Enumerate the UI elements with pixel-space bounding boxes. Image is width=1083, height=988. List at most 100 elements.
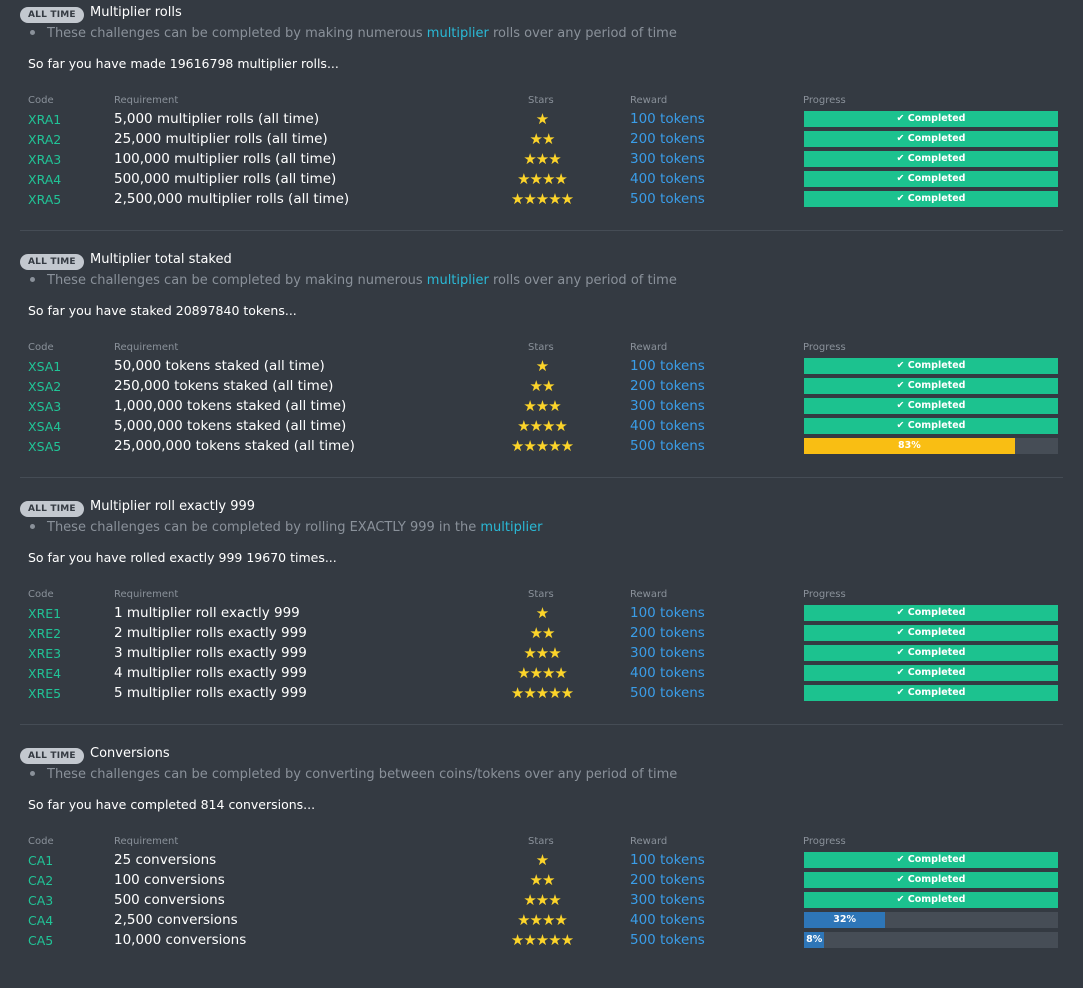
challenge-requirement: 10,000 conversions — [114, 932, 247, 948]
challenge-requirement: 500,000 multiplier rolls (all time) — [114, 171, 337, 187]
header-progress: Progress — [803, 836, 846, 847]
reward-link[interactable]: 300 tokens — [630, 398, 705, 414]
progress-bar: ✔ Completed — [804, 418, 1058, 434]
challenge-code: XSA5 — [28, 439, 62, 454]
progress-summary: So far you have made 19616798 multiplier… — [28, 56, 339, 71]
challenge-requirement: 100 conversions — [114, 872, 225, 888]
reward-link[interactable]: 200 tokens — [630, 131, 705, 147]
progress-fill — [804, 872, 1058, 888]
progress-label: ✔ Completed — [896, 193, 966, 204]
section-title: Multiplier rolls — [90, 5, 182, 20]
progress-label: ✔ Completed — [896, 360, 966, 371]
challenge-code: CA5 — [28, 933, 54, 948]
reward-link[interactable]: 500 tokens — [630, 685, 705, 701]
challenge-row: XRE2 2 multiplier rolls exactly 999 ★★ 200 … — [0, 624, 1083, 644]
challenge-section: ALL TIME Conversions These challenges can … — [0, 741, 1083, 988]
challenge-requirement: 25,000 multiplier rolls (all time) — [114, 131, 328, 147]
progress-bar: 83% — [804, 438, 1058, 454]
description-text-end: rolls over any period of time — [488, 273, 677, 288]
multiplier-link[interactable]: multiplier — [426, 273, 489, 288]
reward-link[interactable]: 100 tokens — [630, 111, 705, 127]
challenge-row: XRA5 2,500,000 multiplier rolls (all time… — [0, 190, 1083, 210]
header-progress: Progress — [803, 589, 846, 600]
progress-bar: ✔ Completed — [804, 605, 1058, 621]
reward-link[interactable]: 300 tokens — [630, 645, 705, 661]
header-reward: Reward — [630, 342, 668, 353]
section-description: These challenges can be completed by mak… — [30, 26, 677, 41]
progress-label: ✔ Completed — [896, 380, 966, 391]
reward-link[interactable]: 100 tokens — [630, 605, 705, 621]
reward-link[interactable]: 500 tokens — [630, 932, 705, 948]
reward-link[interactable]: 500 tokens — [630, 438, 705, 454]
challenge-requirement: 25,000,000 tokens staked (all time) — [114, 438, 355, 454]
challenge-code: XRA5 — [28, 192, 62, 207]
header-reward: Reward — [630, 95, 668, 106]
progress-fill — [804, 418, 1058, 434]
reward-link[interactable]: 400 tokens — [630, 665, 705, 681]
header-reward: Reward — [630, 589, 668, 600]
all-time-badge: ALL TIME — [20, 501, 84, 517]
reward-link[interactable]: 400 tokens — [630, 912, 705, 928]
star-icons: ★★★ — [523, 644, 561, 662]
challenge-requirement: 4 multiplier rolls exactly 999 — [114, 665, 307, 681]
progress-fill — [804, 645, 1058, 661]
all-time-badge: ALL TIME — [20, 7, 84, 23]
progress-bar: ✔ Completed — [804, 625, 1058, 641]
progress-label: ✔ Completed — [896, 153, 966, 164]
reward-link[interactable]: 300 tokens — [630, 892, 705, 908]
reward-link[interactable]: 100 tokens — [630, 852, 705, 868]
progress-label: ✔ Completed — [896, 874, 966, 885]
star-icons: ★★ — [529, 377, 556, 395]
challenge-requirement: 2,500 conversions — [114, 912, 238, 928]
challenge-code: CA2 — [28, 873, 54, 888]
section-divider — [20, 477, 1063, 478]
progress-fill — [804, 191, 1058, 207]
reward-link[interactable]: 200 tokens — [630, 872, 705, 888]
progress-fill — [804, 892, 1058, 908]
challenge-requirement: 3 multiplier rolls exactly 999 — [114, 645, 307, 661]
bullet-icon — [30, 30, 35, 35]
section-description: These challenges can be completed by mak… — [30, 273, 677, 288]
challenge-requirement: 5,000,000 tokens staked (all time) — [114, 418, 347, 434]
description-text: These challenges can be completed by rol… — [47, 520, 481, 535]
reward-link[interactable]: 500 tokens — [630, 191, 705, 207]
header-requirement: Requirement — [114, 836, 179, 847]
reward-link[interactable]: 100 tokens — [630, 358, 705, 374]
challenge-row: XSA2 250,000 tokens staked (all time) ★★ 20… — [0, 377, 1083, 397]
section-title: Multiplier total staked — [90, 252, 232, 267]
multiplier-link[interactable]: multiplier — [480, 520, 543, 535]
reward-link[interactable]: 300 tokens — [630, 151, 705, 167]
multiplier-link[interactable]: multiplier — [426, 26, 489, 41]
star-icons: ★★★ — [523, 397, 561, 415]
bullet-icon — [30, 277, 35, 282]
all-time-badge: ALL TIME — [20, 748, 84, 764]
all-time-badge: ALL TIME — [20, 254, 84, 270]
star-icons: ★★★★ — [517, 417, 568, 435]
challenge-row: XSA1 50,000 tokens staked (all time) ★ 100 … — [0, 357, 1083, 377]
challenge-row: XRE1 1 multiplier roll exactly 999 ★ 100 to… — [0, 604, 1083, 624]
challenge-requirement: 50,000 tokens staked (all time) — [114, 358, 325, 374]
star-icons: ★★★★ — [517, 911, 568, 929]
star-icons: ★ — [535, 357, 549, 375]
star-icons: ★★★★★ — [510, 190, 574, 208]
challenge-code: CA4 — [28, 913, 54, 928]
reward-link[interactable]: 200 tokens — [630, 378, 705, 394]
star-icons: ★ — [535, 604, 549, 622]
header-stars: Stars — [528, 342, 554, 353]
star-icons: ★★ — [529, 871, 556, 889]
header-code: Code — [28, 836, 54, 847]
progress-bar: ✔ Completed — [804, 111, 1058, 127]
progress-summary: So far you have completed 814 conversion… — [28, 797, 316, 812]
header-requirement: Requirement — [114, 95, 179, 106]
progress-fill — [804, 378, 1058, 394]
progress-fill — [804, 665, 1058, 681]
progress-bar: ✔ Completed — [804, 645, 1058, 661]
progress-fill — [804, 685, 1058, 701]
reward-link[interactable]: 400 tokens — [630, 418, 705, 434]
reward-link[interactable]: 400 tokens — [630, 171, 705, 187]
progress-fill — [804, 111, 1058, 127]
progress-bar: ✔ Completed — [804, 171, 1058, 187]
header-stars: Stars — [528, 589, 554, 600]
reward-link[interactable]: 200 tokens — [630, 625, 705, 641]
header-requirement: Requirement — [114, 589, 179, 600]
